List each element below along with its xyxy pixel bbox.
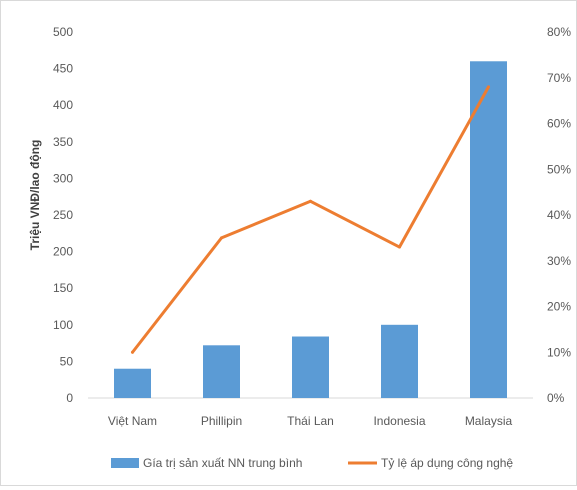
bar [292,336,329,398]
series-line [131,85,490,354]
line-point [398,245,401,249]
y2-tick-label: 60% [547,117,571,131]
y-tick-label: 450 [53,62,73,76]
bar [381,324,418,398]
y-tick-label: 350 [53,135,73,149]
x-tick-label: Malaysia [465,414,513,428]
y-tick-label: 250 [53,208,73,222]
line-point [487,85,490,89]
left-axis-ticks: 0 50 100 150 200 250 300 350 400 450 500 [53,25,73,405]
line-point [131,350,134,354]
y2-tick-label: 50% [547,162,571,176]
y2-tick-label: 10% [547,345,571,359]
y-tick-label: 100 [53,318,73,332]
y-tick-label: 50 [60,354,74,368]
y-tick-label: 150 [53,281,73,295]
y-axis-title: Triệu VNĐ/lao động [28,140,42,251]
legend-swatch-bar [111,458,139,468]
line-point [220,236,223,240]
category-labels: Việt Nam Phillipin Thái Lan Indonesia Malays… [108,414,513,428]
y2-tick-label: 30% [547,254,571,268]
y2-tick-label: 40% [547,208,571,222]
y-tick-label: 400 [53,98,73,112]
line-series [131,85,490,354]
line-point [309,199,312,203]
y-tick-label: 200 [53,245,73,259]
legend-label-bar: Gía trị sản xuất NN trung bình [143,456,302,470]
y2-tick-label: 0% [547,391,565,405]
y2-tick-label: 20% [547,300,571,314]
x-tick-label: Phillipin [201,414,242,428]
x-tick-label: Indonesia [373,414,425,428]
bar [470,61,507,398]
y-tick-label: 300 [53,171,73,185]
bar-series [114,61,507,398]
x-tick-label: Việt Nam [108,414,157,428]
y2-tick-label: 70% [547,71,571,85]
y-tick-label: 0 [66,391,73,405]
y2-tick-label: 80% [547,25,571,39]
y-tick-label: 500 [53,25,73,39]
legend-label-line: Tỷ lệ áp dụng công nghệ [381,456,513,470]
right-axis-ticks: 0% 10% 20% 30% 40% 50% 60% 70% 80% [547,25,571,405]
bar [203,345,240,398]
x-tick-label: Thái Lan [287,414,334,428]
bar [114,368,151,398]
legend: Gía trị sản xuất NN trung bình Tỷ lệ áp … [111,456,513,470]
